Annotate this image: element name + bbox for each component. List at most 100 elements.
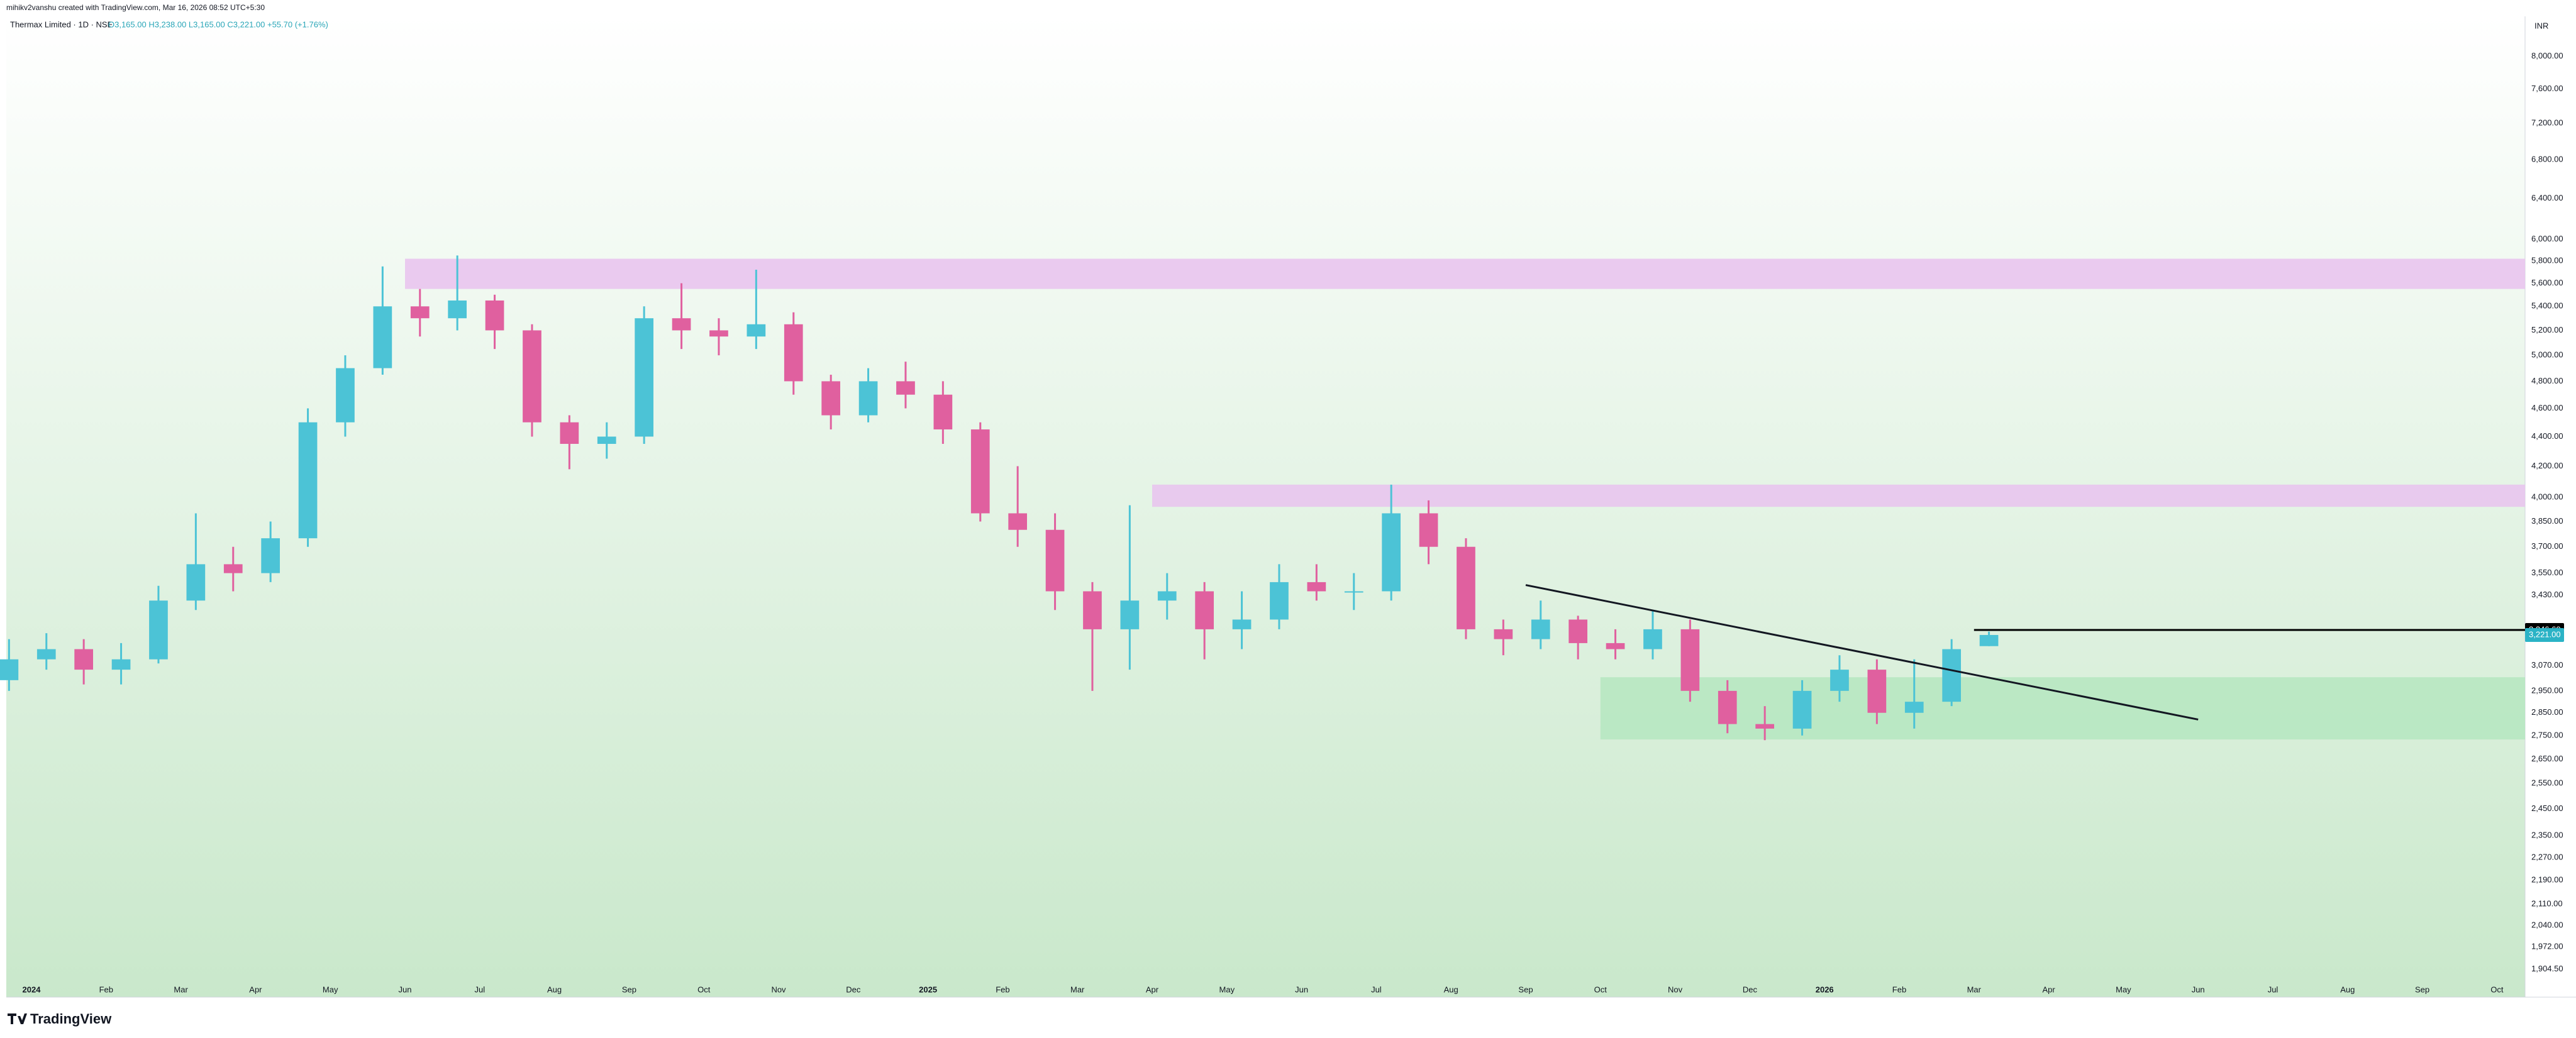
candle-body [896, 381, 915, 395]
y-tick-label: 4,400.00 [2531, 431, 2563, 441]
x-tick-label: Jul [1371, 985, 1382, 994]
candle-body [223, 564, 243, 573]
x-tick-label: Mar [174, 985, 188, 994]
candle-body [1382, 513, 1401, 592]
x-tick-label: Aug [547, 985, 562, 994]
y-tick-label: 2,450.00 [2531, 803, 2563, 813]
candle-body [1232, 619, 1252, 629]
x-tick-label: 2026 [1816, 985, 1834, 994]
y-tick-label: 6,800.00 [2531, 155, 2563, 164]
candle-body [1792, 690, 1812, 729]
candle-body [709, 330, 728, 337]
brand: TradingView [30, 1011, 112, 1027]
ohlc: O3,165.00 H3,238.00 L3,165.00 C3,221.00 … [108, 19, 328, 29]
trendline [1525, 584, 2199, 721]
x-tick-label: Sep [1518, 985, 1533, 994]
candle-body [1867, 670, 1887, 713]
y-tick-label: 5,600.00 [2531, 278, 2563, 287]
zone [1152, 484, 2525, 507]
candle-body [1718, 690, 1737, 724]
candle-body [560, 422, 579, 444]
x-tick-label: Feb [1892, 985, 1906, 994]
currency: INR [2534, 21, 2548, 30]
candle-body [933, 394, 953, 430]
x-tick-label: Oct [1594, 985, 1607, 994]
candle-body [261, 538, 280, 573]
x-tick-label: Jun [1295, 985, 1308, 994]
x-tick-label: Apr [2042, 985, 2055, 994]
x-tick-label: Dec [846, 985, 861, 994]
candle-body [635, 318, 654, 437]
candle-body [149, 600, 168, 660]
candle-body [0, 659, 19, 680]
y-tick-label: 5,400.00 [2531, 301, 2563, 311]
brand-logo [8, 1013, 27, 1024]
y-tick-label: 5,200.00 [2531, 325, 2563, 334]
candle-body [1457, 546, 1475, 629]
candle-body [597, 436, 616, 444]
y-tick-label: 3,430.00 [2531, 590, 2563, 599]
candle-body [1643, 629, 1662, 649]
zone [405, 258, 2525, 289]
candle-body [1942, 649, 1962, 702]
y-tick-label: 2,270.00 [2531, 852, 2563, 861]
y-tick-label: 2,650.00 [2531, 754, 2563, 763]
candle-body [821, 381, 841, 416]
price-label: 3,221.00 [2529, 629, 2561, 639]
candle-body [1083, 591, 1102, 629]
y-tick-label: 6,000.00 [2531, 234, 2563, 243]
x-tick-label: Aug [1444, 985, 1458, 994]
candle-body [1680, 629, 1700, 691]
x-tick-label: Oct [697, 985, 711, 994]
candle-body [672, 318, 691, 331]
y-tick-label: 5,000.00 [2531, 350, 2563, 360]
y-tick-label: 1,972.00 [2531, 942, 2563, 951]
candle-body [336, 368, 355, 422]
y-tick-label: 2,950.00 [2531, 685, 2563, 695]
candle-body [1755, 724, 1775, 729]
candle-body [111, 659, 131, 670]
x-tick-label: Sep [2415, 985, 2429, 994]
candle-body [186, 564, 206, 601]
x-tick-label: Mar [1070, 985, 1085, 994]
candle-body [74, 649, 94, 670]
candle-body [1904, 702, 1924, 713]
x-tick-label: Nov [771, 985, 786, 994]
y-tick-label: 2,350.00 [2531, 830, 2563, 839]
y-tick-label: 2,040.00 [2531, 920, 2563, 929]
x-tick-label: Jul [2268, 985, 2279, 994]
x-tick-label: Mar [1967, 985, 1982, 994]
x-tick-label: Jun [2192, 985, 2205, 994]
candle-body [1830, 670, 1849, 691]
candle-body [1419, 513, 1438, 547]
candle-body [523, 330, 541, 422]
x-tick-label: Aug [2340, 985, 2355, 994]
y-tick-label: 3,070.00 [2531, 660, 2563, 670]
candle-body [1979, 634, 1999, 646]
candle-body [448, 300, 467, 319]
candle-body [1307, 582, 1326, 592]
x-tick-label: Feb [99, 985, 113, 994]
y-tick-label: 3,700.00 [2531, 541, 2563, 551]
candle-body [373, 306, 392, 368]
zone [1600, 677, 2525, 740]
y-tick-label: 3,850.00 [2531, 516, 2563, 526]
y-tick-label: 2,750.00 [2531, 730, 2563, 739]
price-label-box [2525, 627, 2564, 642]
x-tick-label: May [2116, 985, 2131, 994]
y-tick-label: 1,904.50 [2531, 964, 2563, 973]
candle-body [485, 300, 504, 331]
y-tick-label: 5,800.00 [2531, 255, 2563, 265]
candle-body [970, 429, 990, 514]
candle-body [1157, 591, 1177, 601]
x-tick-label: Apr [249, 985, 262, 994]
x-tick-label: 2025 [919, 985, 937, 994]
x-tick-label: Jun [399, 985, 412, 994]
y-tick-label: 2,550.00 [2531, 778, 2563, 788]
x-tick-label: Dec [1743, 985, 1758, 994]
candle-body [1008, 513, 1028, 530]
y-tick-label: 2,850.00 [2531, 707, 2563, 717]
y-tick-label: 6,400.00 [2531, 193, 2563, 202]
candle-body [1494, 629, 1513, 639]
candle-body [1195, 591, 1214, 629]
